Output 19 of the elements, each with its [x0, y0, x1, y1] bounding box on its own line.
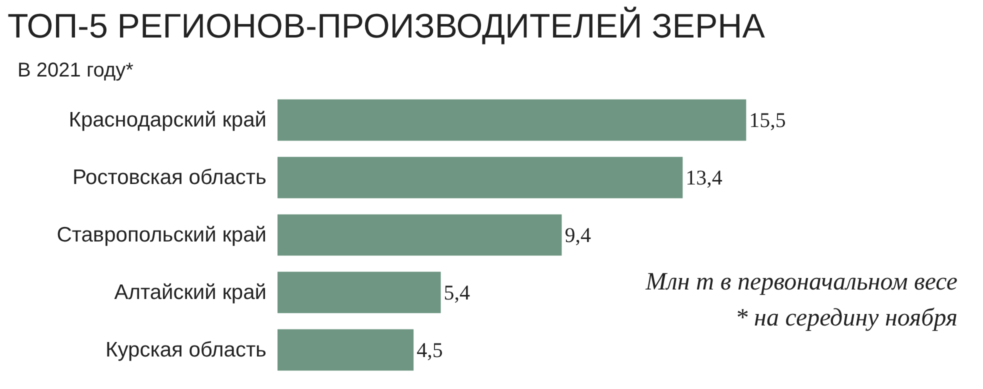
- bar: [278, 214, 562, 256]
- text: В 2021 году*: [18, 60, 134, 82]
- y-tick-label: Курская область: [106, 338, 267, 362]
- y-tick-label: Ставропольский край: [56, 224, 267, 246]
- chart-title: ТОП-5 РЕГИОНОВ-ПРОИЗВОДИТЕЛЕЙ ЗЕРНА: [8, 6, 766, 46]
- annotation: Млн т в первоначальном весе: [644, 268, 958, 296]
- y-tick-label: Краснодарский край: [68, 108, 267, 132]
- data-label: 5,4: [444, 280, 471, 304]
- data-label: 4,5: [416, 338, 443, 362]
- y-tick-label: Ростовская область: [72, 166, 267, 190]
- bar: [278, 156, 683, 198]
- bar: [278, 272, 441, 314]
- data-label: 15,5: [749, 108, 786, 132]
- bar: [278, 99, 746, 141]
- data-label: 9,4: [564, 223, 592, 247]
- annotation: * на середину ноября: [735, 304, 958, 332]
- data-label: 13,4: [686, 166, 723, 190]
- bar: [278, 329, 414, 371]
- y-tick-label: Алтайский край: [114, 280, 266, 304]
